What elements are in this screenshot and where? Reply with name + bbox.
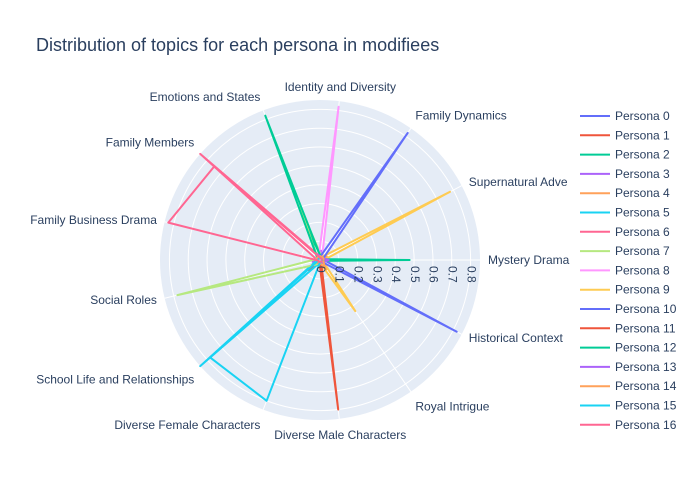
legend-label: Persona 0 (615, 109, 670, 123)
legend-label: Persona 13 (615, 360, 677, 374)
legend-item[interactable]: Persona 16 (580, 418, 677, 432)
legend-item[interactable]: Persona 11 (580, 321, 676, 335)
legend[interactable]: Persona 0 Persona 1 Persona 2 Persona 3 Pers… (580, 109, 677, 432)
legend-item[interactable]: Persona 4 (580, 186, 670, 200)
legend-label: Persona 7 (615, 244, 670, 258)
radial-tick-label: 0.1 (333, 266, 347, 283)
radial-tick-label: 0.5 (408, 266, 422, 283)
legend-item[interactable]: Persona 13 (580, 360, 677, 374)
legend-label: Persona 2 (615, 148, 670, 162)
category-label: School Life and Relationships (36, 372, 194, 386)
category-label: Social Roles (90, 293, 157, 307)
legend-label: Persona 4 (615, 186, 670, 200)
category-label: Emotions and States (150, 90, 261, 104)
legend-label: Persona 1 (615, 128, 670, 142)
category-labels: Mystery Drama Supernatural Adve Family Dyn… (30, 80, 569, 442)
category-label: Identity and Diversity (285, 80, 396, 94)
category-label: Historical Context (469, 331, 564, 345)
legend-item[interactable]: Persona 8 (580, 263, 670, 277)
category-label: Diverse Male Characters (274, 428, 406, 442)
legend-item[interactable]: Persona 0 (580, 109, 670, 123)
legend-item[interactable]: Persona 12 (580, 341, 677, 355)
radial-tick-label: 0.2 (351, 266, 365, 283)
category-label: Family Business Drama (30, 213, 157, 227)
radial-tick-labels: 0 0.1 0.2 0.3 0.4 0.5 0.6 0.7 0.8 (314, 266, 479, 283)
grid-spoke (319, 259, 412, 392)
category-label: Diverse Female Characters (114, 418, 260, 432)
legend-label: Persona 9 (615, 283, 670, 297)
legend-label: Persona 16 (615, 418, 677, 432)
radial-tick-label: 0.8 (464, 266, 478, 283)
category-label: Family Dynamics (415, 109, 506, 123)
category-label: Supernatural Adve (469, 175, 568, 189)
legend-label: Persona 5 (615, 206, 670, 220)
series-line-16 (167, 165, 323, 263)
series-lines (167, 105, 458, 411)
legend-item[interactable]: Persona 3 (580, 167, 670, 181)
category-label: Family Members (106, 136, 195, 150)
radial-tick-label: 0.3 (370, 266, 384, 283)
legend-item[interactable]: Persona 15 (580, 399, 677, 413)
legend-item[interactable]: Persona 7 (580, 244, 670, 258)
legend-item[interactable]: Persona 6 (580, 225, 670, 239)
legend-label: Persona 6 (615, 225, 670, 239)
radial-tick-label: 0.7 (446, 266, 460, 283)
legend-item[interactable]: Persona 5 (580, 206, 670, 220)
radial-tick-label: 0.4 (389, 266, 403, 283)
radial-tick-label: 0.6 (427, 266, 441, 283)
legend-item[interactable]: Persona 14 (580, 379, 677, 393)
legend-item[interactable]: Persona 10 (580, 302, 677, 316)
chart-title: Distribution of topics for each persona … (36, 35, 439, 55)
category-label: Royal Intrigue (415, 399, 489, 413)
legend-item[interactable]: Persona 9 (580, 283, 670, 297)
radial-tick-label: 0 (314, 266, 328, 273)
legend-item[interactable]: Persona 2 (580, 148, 670, 162)
legend-label: Persona 8 (615, 263, 670, 277)
legend-label: Persona 14 (615, 379, 677, 393)
legend-label: Persona 3 (615, 167, 670, 181)
category-label: Mystery Drama (488, 253, 570, 267)
legend-item[interactable]: Persona 1 (580, 128, 670, 142)
legend-label: Persona 12 (615, 341, 677, 355)
legend-label: Persona 11 (615, 321, 676, 335)
legend-label: Persona 10 (615, 302, 677, 316)
legend-label: Persona 15 (615, 399, 677, 413)
